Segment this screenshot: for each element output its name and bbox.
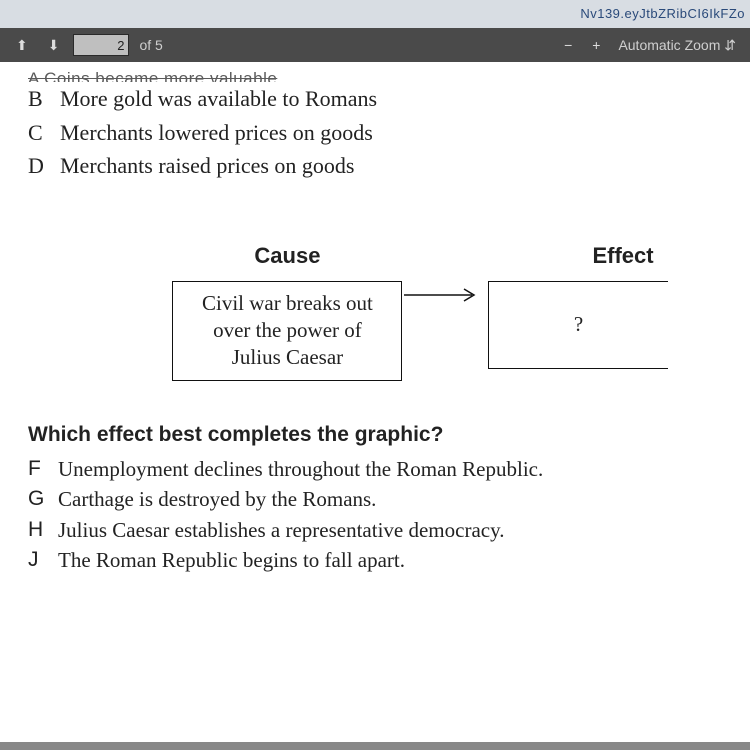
q1-choice-list: B More gold was available to Romans C Me… bbox=[28, 84, 738, 181]
page-total-label: of 5 bbox=[139, 37, 162, 53]
q2-choice-f: F Unemployment declines throughout the R… bbox=[28, 455, 738, 483]
choice-text: Carthage is destroyed by the Romans. bbox=[58, 485, 376, 513]
cause-line3: Julius Caesar bbox=[189, 344, 385, 371]
choice-text: Unemployment declines throughout the Rom… bbox=[58, 455, 543, 483]
effect-column: Effect ? bbox=[482, 241, 593, 369]
cause-line2: over the power of bbox=[189, 317, 385, 344]
zoom-caret-icon: ⇵ bbox=[724, 37, 736, 53]
choice-letter: C bbox=[28, 118, 46, 148]
zoom-out-button[interactable]: − bbox=[558, 35, 578, 55]
choice-text: More gold was available to Romans bbox=[60, 84, 377, 114]
q2-choice-g: G Carthage is destroyed by the Romans. bbox=[28, 485, 738, 513]
choice-text: Merchants raised prices on goods bbox=[60, 151, 354, 181]
document-page: A Coins became more valuable B More gold… bbox=[0, 62, 750, 742]
choice-text: Merchants lowered prices on goods bbox=[60, 118, 373, 148]
choice-letter: J bbox=[28, 546, 48, 574]
q2-choice-j: J The Roman Republic begins to fall apar… bbox=[28, 546, 738, 574]
choice-letter: B bbox=[28, 84, 46, 114]
q2-stem: Which effect best completes the graphic? bbox=[28, 421, 738, 449]
choice-text: Julius Caesar establishes a representati… bbox=[58, 516, 504, 544]
window-titlebar-fragment: Nv139.eyJtbZRibCI6IkFZo bbox=[0, 0, 750, 28]
zoom-select-label: Automatic Zoom bbox=[618, 37, 720, 53]
page-number-input[interactable] bbox=[73, 34, 129, 56]
choice-letter: D bbox=[28, 151, 46, 181]
arrow-cell bbox=[402, 241, 482, 305]
effect-label: Effect bbox=[592, 241, 653, 271]
cause-box: Civil war breaks out over the power of J… bbox=[172, 281, 402, 381]
zoom-in-button[interactable]: + bbox=[586, 35, 606, 55]
cutoff-choice-a: A Coins became more valuable bbox=[28, 68, 738, 82]
screenshot-root: Nv139.eyJtbZRibCI6IkFZo ⬆ ⬇ of 5 − + Aut… bbox=[0, 0, 750, 750]
q1-choice-b: B More gold was available to Romans bbox=[28, 84, 738, 114]
q1-choice-c: C Merchants lowered prices on goods bbox=[28, 118, 738, 148]
cause-line1: Civil war breaks out bbox=[189, 290, 385, 317]
q1-choice-d: D Merchants raised prices on goods bbox=[28, 151, 738, 181]
arrow-right-icon bbox=[402, 285, 482, 305]
q2-choice-list: F Unemployment declines throughout the R… bbox=[28, 455, 738, 574]
page-up-button[interactable]: ⬆ bbox=[10, 35, 34, 56]
effect-placeholder: ? bbox=[574, 311, 583, 338]
q2-choice-h: H Julius Caesar establishes a representa… bbox=[28, 516, 738, 544]
choice-text: The Roman Republic begins to fall apart. bbox=[58, 546, 405, 574]
cause-label: Cause bbox=[254, 241, 320, 271]
choice-letter: G bbox=[28, 485, 48, 513]
choice-letter: F bbox=[28, 455, 48, 483]
zoom-select[interactable]: Automatic Zoom ⇵ bbox=[614, 35, 740, 56]
pdf-toolbar: ⬆ ⬇ of 5 − + Automatic Zoom ⇵ bbox=[0, 28, 750, 62]
effect-box: ? bbox=[488, 281, 668, 369]
page-down-button[interactable]: ⬇ bbox=[42, 35, 66, 56]
cause-column: Cause Civil war breaks out over the powe… bbox=[172, 241, 402, 381]
choice-letter: H bbox=[28, 516, 48, 544]
cause-effect-graphic: Cause Civil war breaks out over the powe… bbox=[28, 241, 738, 381]
